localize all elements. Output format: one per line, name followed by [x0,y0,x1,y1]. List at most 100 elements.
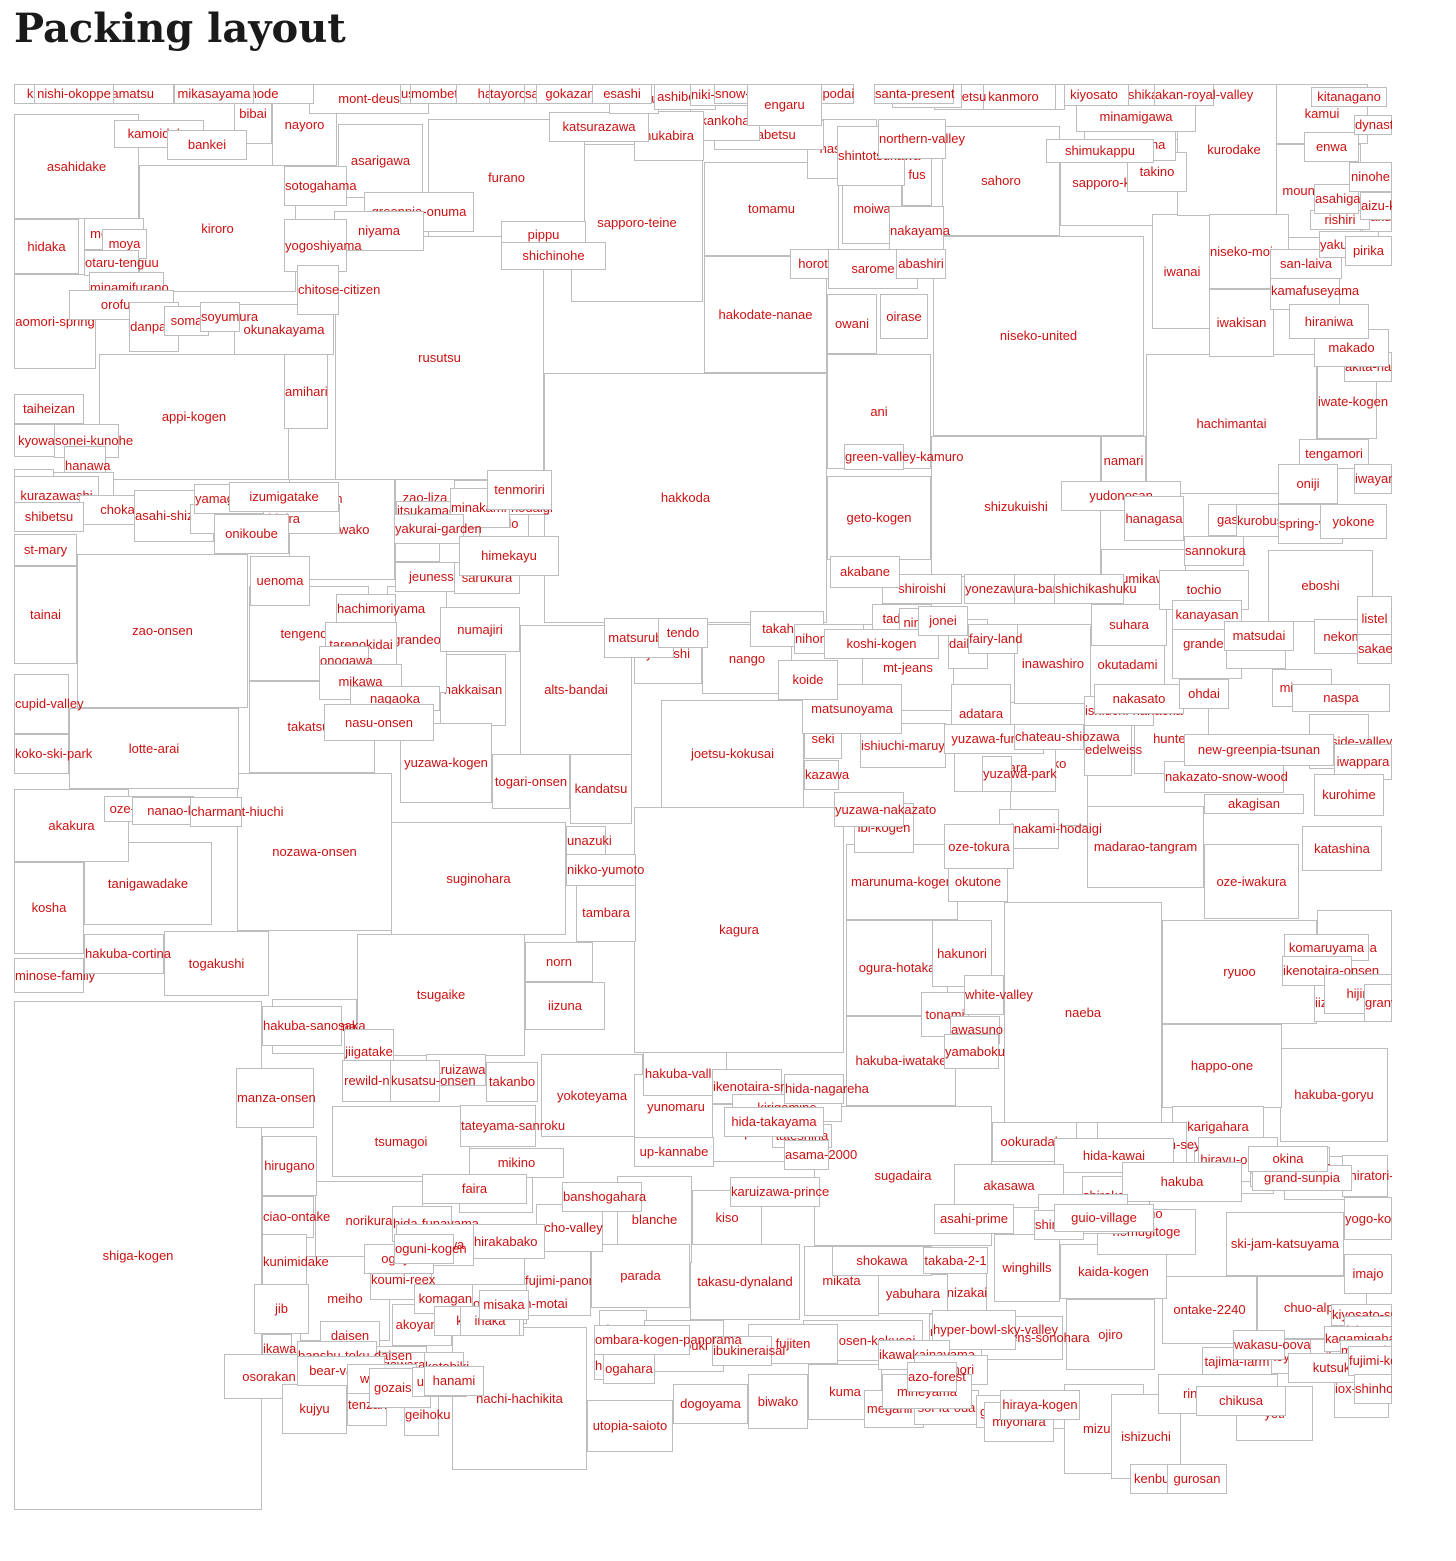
resort-label: hakuba-iwatake [855,1053,947,1068]
resort-box: shokawa [832,1246,932,1276]
resort-label: soma [170,313,203,328]
resort-label: shiratori-kogen [1343,1168,1392,1183]
resort-box: biwako [748,1374,808,1429]
resort-label: hachimantai [1196,416,1267,431]
resort-label: asarigawa [350,153,411,168]
resort-label: sarome [851,261,895,276]
resort-box: banshogahara [562,1182,646,1212]
resort-label: ishiuchi-maruyama [861,737,971,753]
resort-box: enwa [1304,132,1359,162]
resort-label: geihoku [405,1407,451,1422]
resort-box: kyowa [14,424,59,457]
resort-label: nasu-onsen [345,714,413,730]
resort-box: norn [525,942,593,982]
resort-box: listel [1357,596,1392,641]
resort-label: tomamu [748,201,795,216]
resort-label: kurodake [1207,142,1261,157]
resort-box: yamaboku [944,1034,1005,1069]
resort-label: asahi-prime [940,1211,1008,1226]
resort-label: yamaboku [945,1043,1005,1059]
resort-label: gurosan [1173,1471,1221,1486]
resort-label: kurohime [1322,787,1376,802]
resort-box: hidaka [14,219,79,274]
resort-box: bankei [167,130,247,160]
resort-label: hakkaisan [443,682,503,697]
resort-box: tsumagoi [332,1106,470,1177]
resort-label: abashiri [898,256,944,271]
resort-label: himekayu [481,548,537,563]
resort-label: uenoma [256,573,304,588]
resort-label: chokai [100,502,138,517]
resort-box: ojiro [1066,1299,1155,1370]
resort-box: suginohara [391,822,566,935]
resort-box: chikusa [1196,1386,1286,1416]
resort-label: yogoshiyama [285,237,362,253]
resort-box: onikoube [214,514,289,554]
resort-label: nikko-yumoto [567,862,645,877]
resort-label: norikura [345,1213,393,1228]
resort-label: furano [488,170,525,185]
resort-box: ogahara [603,1354,655,1384]
resort-label: fairy-land [969,631,1023,646]
resort-label: oniji [1296,476,1320,491]
resort-label: okutadami [1097,657,1158,672]
resort-box: wakasu-oova [1233,1330,1311,1360]
resort-box: ibukineraisai [712,1336,785,1366]
resort-label: esashi [603,86,641,101]
resort-box: abashiri [896,249,946,279]
resort-box: kusatsu-onsen [390,1060,476,1102]
resort-label: kujyu [299,1401,330,1416]
resort-label: kandatsu [574,781,628,796]
resort-box: asahi-prime [934,1204,1014,1234]
resort-box: akan-royal-valley [1154,84,1253,106]
resort-box: ombara-kogen-panorama [594,1325,742,1355]
resort-label: ookuradake [1000,1134,1069,1149]
resort-box: iwakisan [1209,289,1274,357]
resort-box: appi-kogen [99,354,289,480]
resort-label: kiyosato [1070,87,1118,102]
resort-label: up-kannabe [639,1144,709,1159]
resort-label: biwako [757,1393,799,1409]
resort-label: unazuki [567,833,612,848]
resort-label: niyama [358,223,400,238]
resort-label: hida-nagareha [785,1081,869,1096]
resort-label: iwate-kogen [1318,393,1389,409]
resort-label: tateyama-sanroku [461,1118,566,1133]
resort-label: tainai [29,607,62,622]
resort-label: kunimidake [263,1253,329,1269]
resort-label: nukabira [644,128,694,143]
resort-label: takasu-dynaland [697,1274,793,1289]
resort-box: hakunori [932,920,992,987]
resort-label: mikata [822,1273,861,1288]
resort-label: pippu [527,227,560,242]
resort-label: mont-deus [338,91,400,106]
resort-box: fujimi-kogen [1348,1346,1392,1376]
resort-label: nakazato-snow-wood [1165,769,1288,784]
resort-label: niseko-moiwa [1210,243,1290,259]
resort-label: alts-bandai [544,682,608,697]
resort-label: yokoteyama [556,1087,628,1103]
resort-label: kusatsu-onsen [391,1073,476,1088]
resort-box: kandatsu [570,754,632,824]
resort-label: izumigatake [249,489,319,504]
resort-box: san-laiva [1270,249,1342,279]
resort-label: karuizawa [427,1062,486,1077]
page-title: Packing layout [14,5,346,52]
resort-label: echo-valley [537,1220,603,1235]
resort-box: izumigatake [229,482,339,512]
resort-label: nayoro [284,117,325,132]
resort-label: akagisan [1227,796,1281,811]
resort-box: tainai [14,566,77,664]
resort-label: northern-valley [879,131,965,146]
resort-label: sotogahama [285,178,357,193]
resort-label: koko-ski-park [15,746,93,761]
resort-box: katsurazawa [549,112,649,142]
resort-box: iwanai [1152,214,1212,329]
resort-box: sakae-club [1357,634,1392,664]
resort-box: togari-onsen [492,754,570,809]
resort-label: kiroro [201,220,234,236]
resort-box: asahidake [14,114,139,219]
resort-box: tenmoriri [487,470,552,510]
resort-label: imajo [1352,1266,1384,1281]
resort-label: ojiro [1098,1326,1123,1342]
